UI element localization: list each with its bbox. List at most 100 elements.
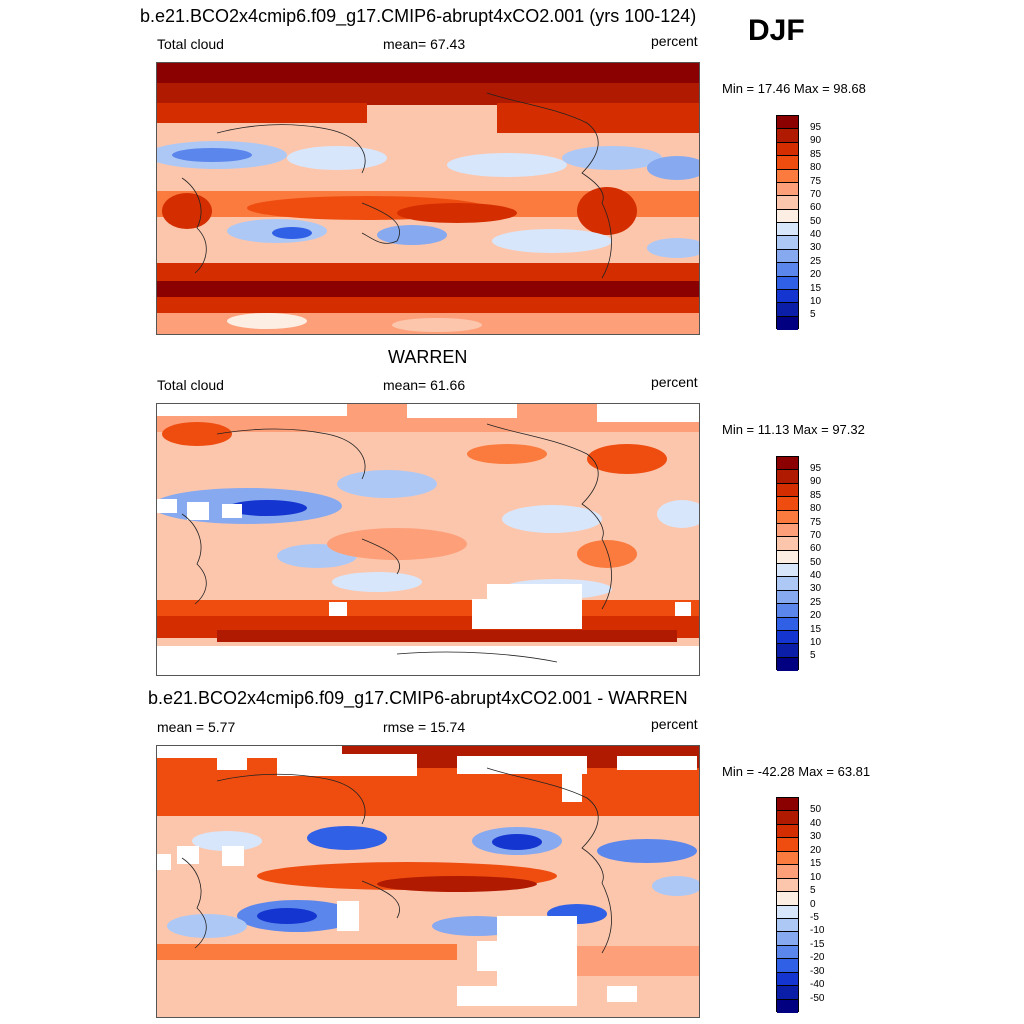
- panel2-colorbar-tick: 75: [810, 517, 822, 528]
- panel2-colorbar-tick: 5: [810, 650, 816, 661]
- panel2-colorbar-swatch: [777, 604, 798, 618]
- panel1-colorbar-swatch: [777, 182, 798, 197]
- panel3-colorbar-tick: -20: [810, 952, 825, 963]
- panel3-colorbar-swatch: [777, 838, 798, 852]
- panel1-colorbar-swatch: [777, 316, 798, 330]
- panel3-colorbar-tick: 20: [810, 845, 822, 856]
- panel3-colorbar-tick: 15: [810, 858, 822, 869]
- panel1-colorbar-tick: 5: [810, 309, 816, 320]
- panel3-colorbar-swatch: [777, 878, 798, 893]
- panel1-map-field: [157, 63, 699, 334]
- panel1-colorbar-tick: 25: [810, 256, 822, 267]
- panel2-colorbar-swatch: [777, 617, 798, 631]
- panel2-minmax: Min = 11.13 Max = 97.32: [722, 422, 865, 437]
- panel3-colorbar: [776, 797, 799, 1013]
- panel2-colorbar-swatch: [777, 470, 798, 484]
- panel1-colorbar-tick: 30: [810, 242, 822, 253]
- panel2-colorbar-tick: 85: [810, 490, 822, 501]
- panel1-mean-label: mean= 67.43: [383, 36, 466, 52]
- panel3-colorbar-swatch: [777, 865, 798, 879]
- panel1-colorbar-tick: 80: [810, 162, 822, 173]
- panel2-colorbar-swatch: [777, 497, 798, 511]
- panel2-units-label: percent: [651, 374, 698, 390]
- panel3-colorbar-tick: -40: [810, 979, 825, 990]
- panel2-colorbar-tick: 60: [810, 543, 822, 554]
- panel2-colorbar-swatch: [777, 630, 798, 645]
- panel1-colorbar-swatch: [777, 116, 798, 130]
- panel3-title: b.e21.BCO2x4cmip6.f09_g17.CMIP6-abrupt4x…: [148, 688, 688, 708]
- panel2-colorbar-tick: 95: [810, 463, 822, 474]
- panel3-colorbar-swatch: [777, 905, 798, 919]
- panel1-colorbar-swatch: [777, 289, 798, 304]
- panel2-colorbar-tick: 50: [810, 557, 822, 568]
- panel2-colorbar-tick: 40: [810, 570, 822, 581]
- panel2-colorbar-swatch: [777, 577, 798, 591]
- panel2-colorbar-swatch: [777, 510, 798, 524]
- season-label: DJF: [748, 14, 805, 47]
- panel3-colorbar-swatch: [777, 972, 798, 987]
- panel1-colorbar-swatch: [777, 249, 798, 264]
- panel2-colorbar-tick: 25: [810, 597, 822, 608]
- panel3-colorbar-swatch: [777, 918, 798, 933]
- panel2-map: [156, 403, 700, 676]
- panel3-colorbar-swatch: [777, 986, 798, 1000]
- panel2-colorbar-swatch: [777, 483, 798, 498]
- panel3-colorbar-tick: 40: [810, 818, 822, 829]
- panel1-colorbar-tick: 60: [810, 202, 822, 213]
- panel2-colorbar-swatch: [777, 523, 798, 538]
- panel1-minmax: Min = 17.46 Max = 98.68: [722, 81, 866, 96]
- panel1-colorbar-tick: 75: [810, 176, 822, 187]
- panel1-colorbar-tick: 85: [810, 149, 822, 160]
- panel1-colorbar-tick: 95: [810, 122, 822, 133]
- panel2-colorbar-swatch: [777, 457, 798, 471]
- panel1-colorbar-tick: 40: [810, 229, 822, 240]
- panel3-colorbar-tick: 0: [810, 899, 816, 910]
- panel2-colorbar: [776, 456, 799, 671]
- panel2-map-field: [157, 404, 699, 675]
- panel1-colorbar-swatch: [777, 156, 798, 170]
- panel3-colorbar-tick: 10: [810, 872, 822, 883]
- panel2-colorbar-tick: 10: [810, 637, 822, 648]
- panel3-colorbar-swatch: [777, 999, 798, 1013]
- panel1-colorbar-swatch: [777, 223, 798, 237]
- panel2-colorbar-tick: 70: [810, 530, 822, 541]
- panel3-map: [156, 745, 700, 1018]
- panel1-colorbar-tick: 70: [810, 189, 822, 200]
- panel3-colorbar-swatch: [777, 824, 798, 839]
- panel2-colorbar-tick: 30: [810, 583, 822, 594]
- panel2-colorbar-swatch: [777, 550, 798, 564]
- panel3-colorbar-swatch: [777, 932, 798, 946]
- panel2-colorbar-swatch: [777, 657, 798, 671]
- panel1-colorbar-swatch: [777, 169, 798, 183]
- panel1-colorbar-tick: 15: [810, 283, 822, 294]
- panel3-colorbar-swatch: [777, 892, 798, 906]
- panel2-colorbar-swatch: [777, 564, 798, 578]
- panel1-units-label: percent: [651, 33, 698, 49]
- panel3-rmse-label: rmse = 15.74: [383, 719, 466, 735]
- panel1-colorbar-swatch: [777, 303, 798, 317]
- panel1-colorbar-swatch: [777, 236, 798, 250]
- panel3-colorbar-swatch: [777, 945, 798, 960]
- panel3-units-label: percent: [651, 716, 698, 732]
- panel3-minmax: Min = -42.28 Max = 63.81: [722, 764, 871, 779]
- panel2-mean-label: mean= 61.66: [383, 377, 466, 393]
- panel3-colorbar-tick: 30: [810, 831, 822, 842]
- panel3-colorbar-tick: -15: [810, 939, 825, 950]
- panel1-colorbar-swatch: [777, 129, 798, 143]
- panel3-colorbar-tick: -10: [810, 925, 825, 936]
- panel1-map: [156, 62, 700, 335]
- panel2-colorbar-tick: 15: [810, 624, 822, 635]
- panel3-colorbar-tick: 50: [810, 804, 822, 815]
- panel1-colorbar-swatch: [777, 196, 798, 210]
- panel1-colorbar-swatch: [777, 263, 798, 277]
- panel1-colorbar-tick: 90: [810, 135, 822, 146]
- panel2-variable-label: Total cloud: [157, 377, 224, 393]
- panel3-colorbar-swatch: [777, 811, 798, 825]
- panel3-mean-label: mean = 5.77: [157, 719, 236, 735]
- panel1-colorbar-tick: 20: [810, 269, 822, 280]
- panel1-title: b.e21.BCO2x4cmip6.f09_g17.CMIP6-abrupt4x…: [140, 6, 697, 26]
- panel2-colorbar-swatch: [777, 590, 798, 605]
- panel3-colorbar-tick: -5: [810, 912, 819, 923]
- panel3-map-field: [157, 746, 699, 1017]
- panel3-colorbar-swatch: [777, 851, 798, 866]
